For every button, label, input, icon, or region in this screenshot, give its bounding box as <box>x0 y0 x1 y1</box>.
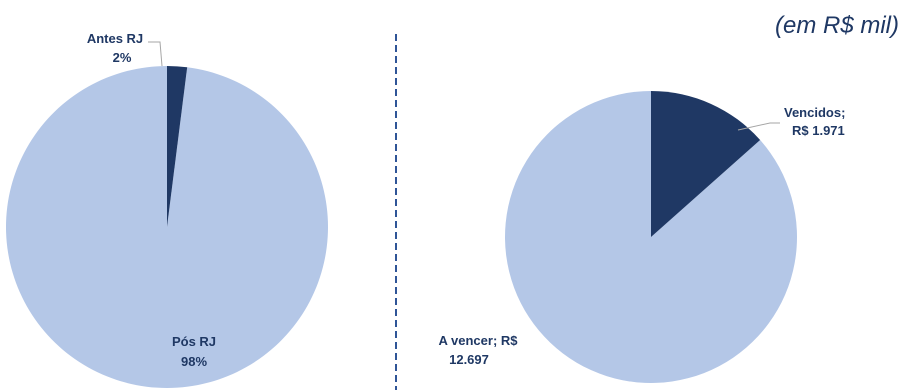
label-pos-rj: Pós RJ <box>172 334 216 349</box>
value-a-vencer: 12.697 <box>449 352 489 367</box>
value-antes-rj: 2% <box>113 50 132 65</box>
pie-left: Antes RJ 2% Pós RJ 98% <box>5 31 328 388</box>
slice-pos-rj <box>5 66 328 388</box>
slice-a-vencer <box>505 91 798 384</box>
label-vencidos: Vencidos; <box>784 105 845 120</box>
label-a-vencer: A vencer; R$ <box>439 333 519 348</box>
value-pos-rj: 98% <box>181 354 207 369</box>
leader-line-antes-rj <box>148 41 163 67</box>
slice-vencidos <box>651 91 761 237</box>
value-vencidos: R$ 1.971 <box>792 123 845 138</box>
slice-antes-rj <box>167 66 188 227</box>
units-subtitle: (em R$ mil) <box>775 12 899 39</box>
pie-right: Vencidos; R$ 1.971 A vencer; R$ 12.697 <box>439 91 845 384</box>
leader-line-vencidos <box>737 122 780 131</box>
label-antes-rj: Antes RJ <box>87 31 143 46</box>
